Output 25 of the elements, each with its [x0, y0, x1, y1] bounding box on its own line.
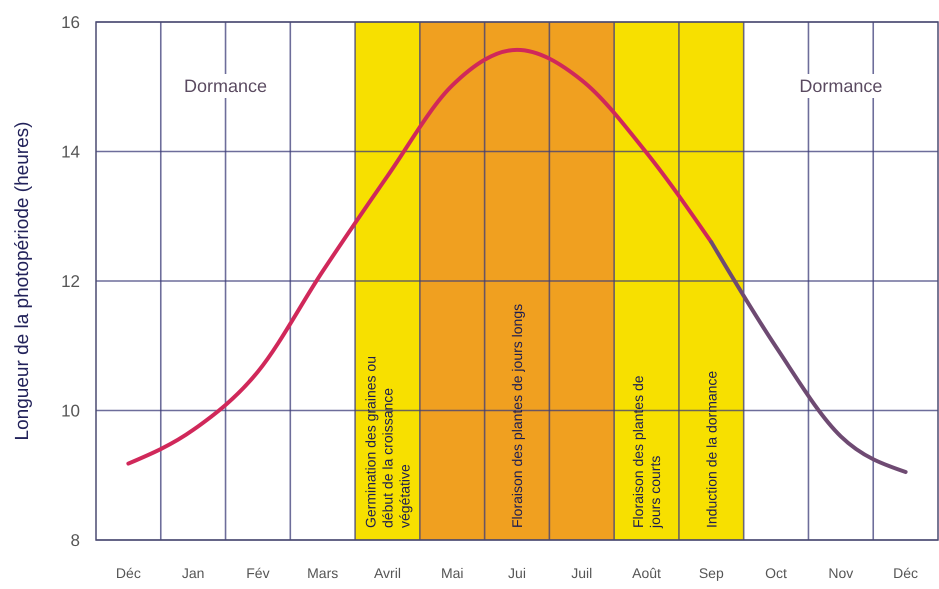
x-tick-label: Juil — [571, 565, 592, 581]
x-tick-label: Jan — [182, 565, 204, 581]
band-label: Floraison des plantes de jours longs — [509, 304, 525, 528]
x-tick-label: Nov — [828, 565, 854, 581]
y-tick-label: 12 — [61, 272, 80, 291]
x-tick-label: Jui — [508, 565, 526, 581]
x-tick-label: Avril — [374, 565, 401, 581]
y-tick-label: 14 — [61, 142, 80, 162]
y-axis-title: Longueur de la photopériode (heures) — [12, 121, 33, 441]
x-tick-label: Sep — [698, 565, 724, 581]
x-tick-label: Fév — [246, 565, 270, 581]
band-label: Floraison des plantes de jours courts — [630, 375, 664, 529]
x-tick-label: Mai — [440, 565, 464, 581]
y-tick-label: 10 — [61, 402, 80, 420]
x-tick-label: Déc — [116, 565, 141, 581]
x-tick-label: Août — [632, 565, 662, 581]
x-tick-label: Déc — [893, 565, 918, 581]
band-label: Germination des graines ou début de la croissance végétative — [362, 356, 412, 528]
annotation: Dormance — [184, 76, 268, 96]
x-tick-label: Oct — [765, 565, 788, 581]
band-label: Induction de la dormance — [703, 370, 720, 528]
y-tick-label: 8 — [70, 531, 80, 550]
annotation: Dormance — [799, 76, 882, 96]
y-tick-label: 16 — [61, 13, 80, 32]
x-tick-label: Mars — [307, 565, 338, 581]
